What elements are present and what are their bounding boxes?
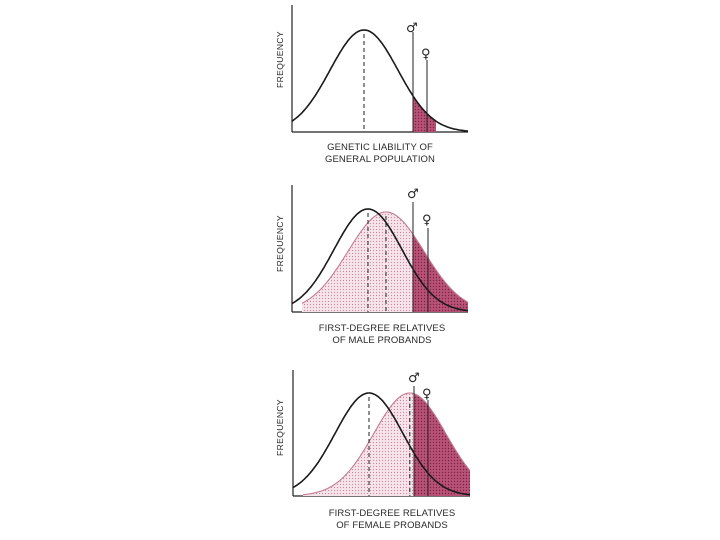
- population-curve: [292, 392, 471, 496]
- caption-line-2: OF FEMALE PROBANDS: [336, 520, 448, 531]
- panel-female-probands: FREQUENCY ♂ ♀ FIRST-DEGREE RELATIVES OF …: [275, 370, 471, 531]
- male-symbol-icon: ♂: [407, 187, 419, 202]
- caption-line-1: FIRST-DEGREE RELATIVES: [319, 323, 446, 334]
- population-curve: [291, 29, 469, 132]
- y-axis-label: FREQUENCY: [275, 399, 285, 456]
- relatives-curve: [301, 211, 469, 304]
- caption-line-1: FIRST-DEGREE RELATIVES: [329, 508, 456, 519]
- caption-line-1: GENETIC LIABILITY OF: [327, 142, 433, 153]
- female-symbol-icon: ♀: [421, 47, 431, 62]
- threshold-shaded-area: [414, 393, 470, 496]
- y-axis-label: FREQUENCY: [275, 215, 285, 272]
- relatives-curve: [302, 392, 471, 496]
- caption-line-2: GENERAL POPULATION: [325, 154, 435, 165]
- male-symbol-icon: ♂: [406, 21, 418, 36]
- female-symbol-icon: ♀: [422, 213, 432, 228]
- female-symbol-icon: ♀: [422, 387, 432, 402]
- y-axis-label: FREQUENCY: [275, 31, 285, 88]
- axes: [291, 5, 468, 133]
- population-curve: [291, 208, 469, 312]
- male-symbol-icon: ♂: [408, 371, 420, 386]
- panel-general-population: FREQUENCY ♂ ♀ GENETIC LIABILITY OF GENER…: [275, 5, 469, 165]
- panel-male-probands: FREQUENCY ♂ ♀ FIRST-DEGREE RELATIVES OF …: [275, 185, 469, 346]
- caption-line-2: OF MALE PROBANDS: [332, 335, 431, 346]
